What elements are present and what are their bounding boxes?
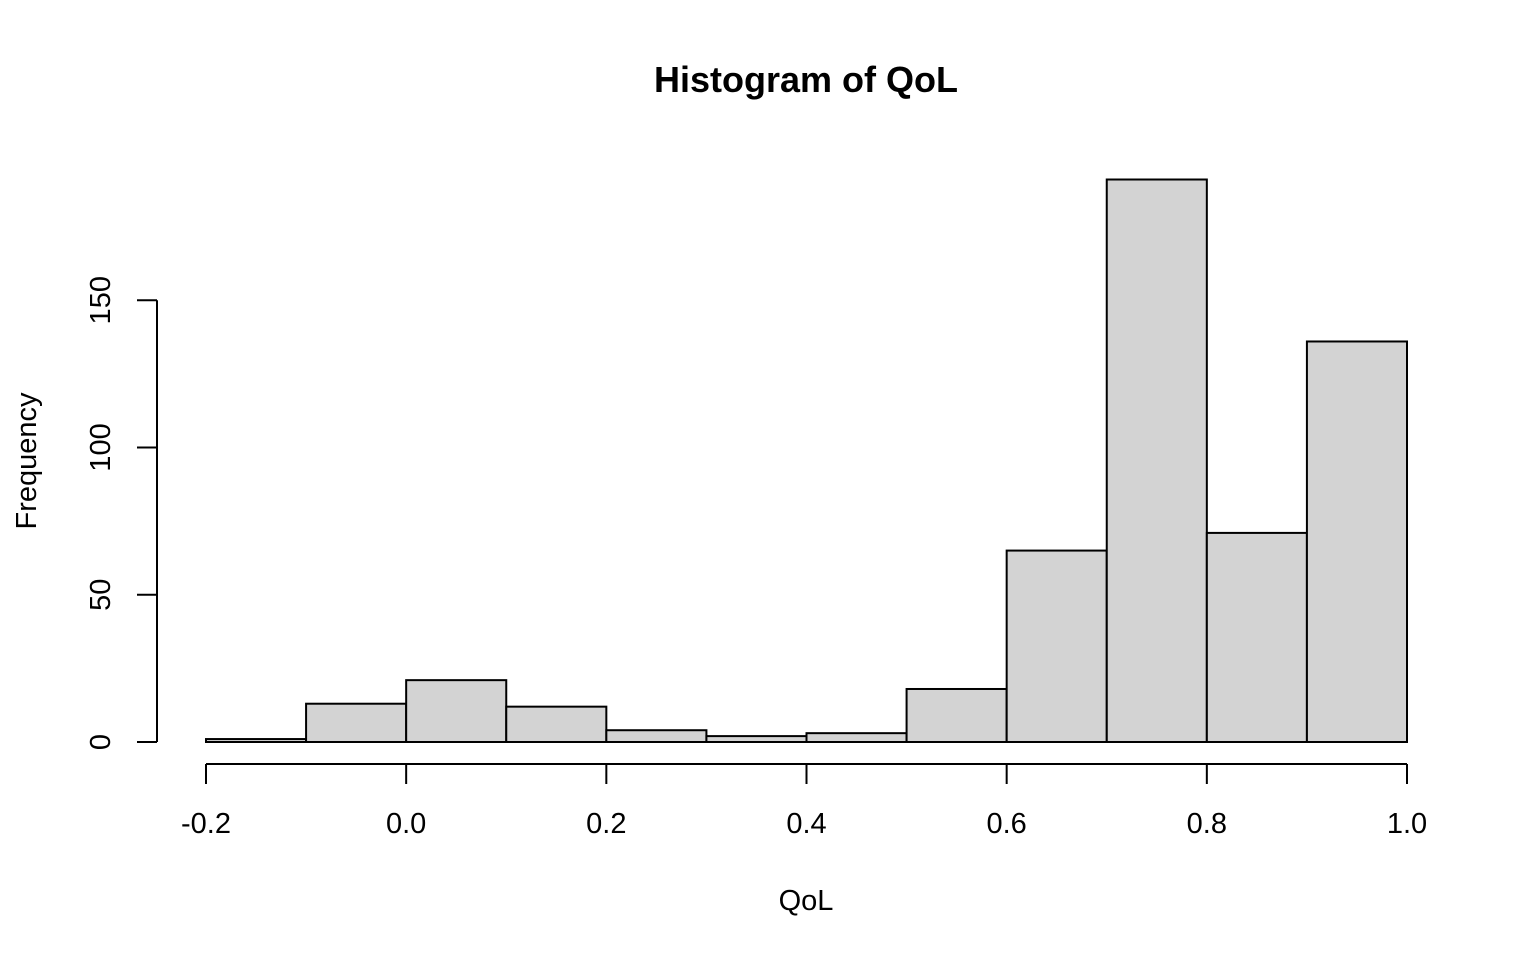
x-axis-title: QoL	[779, 885, 834, 917]
histogram-bar	[505, 705, 608, 743]
histogram-bar	[905, 687, 1008, 743]
x-tick-label: 0.2	[586, 808, 626, 840]
histogram-bar	[805, 732, 908, 743]
histogram-bar	[405, 679, 508, 744]
x-axis: -0.2 0.0 0.2 0.4 0.6 0.8 1.0	[181, 763, 1427, 840]
histogram-bar	[605, 729, 708, 743]
histogram-bar	[1105, 178, 1208, 743]
bars-group	[205, 178, 1408, 744]
x-tick-label: 1.0	[1387, 808, 1427, 840]
y-tick-label: 150	[85, 276, 117, 324]
y-tick-label: 100	[85, 423, 117, 471]
y-axis-title: Frequency	[11, 392, 43, 530]
y-axis: 0 50 100 150	[85, 276, 158, 750]
x-tick-label: 0.4	[786, 808, 826, 840]
histogram-bar	[205, 738, 308, 743]
histogram-bar	[305, 702, 408, 744]
y-tick-label: 50	[85, 579, 117, 611]
histogram-bar	[705, 735, 808, 743]
x-tick-label: 0.0	[386, 808, 426, 840]
x-tick-label: -0.2	[181, 808, 231, 840]
histogram-bar	[1305, 340, 1408, 743]
x-tick-label: 0.8	[1187, 808, 1227, 840]
histogram-bar	[1005, 549, 1108, 744]
chart-title: Histogram of QoL	[654, 59, 958, 100]
histogram-bar	[1205, 531, 1308, 744]
y-tick-label: 0	[85, 734, 117, 750]
x-tick-label: 0.6	[987, 808, 1027, 840]
